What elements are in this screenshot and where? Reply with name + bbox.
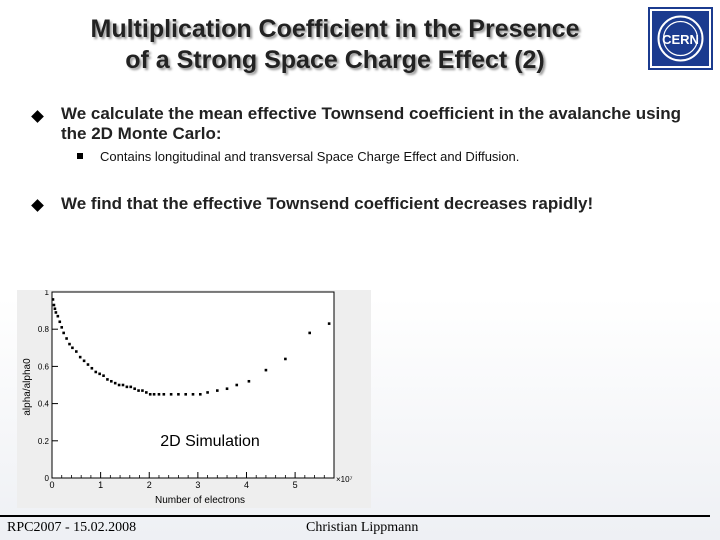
data-point	[169, 393, 173, 396]
data-point	[137, 389, 140, 392]
title-line-2: of a Strong Space Charge Effect (2)	[125, 46, 545, 74]
data-point	[56, 314, 60, 318]
x-axis-label: Number of electrons	[155, 495, 245, 506]
y-tick-label: 0	[45, 474, 50, 483]
plot-frame	[51, 291, 335, 479]
data-point	[162, 393, 166, 396]
data-point	[98, 372, 101, 376]
data-point	[102, 374, 105, 377]
sub-bullet-square-icon	[77, 153, 83, 159]
data-point	[68, 342, 71, 346]
footer-date: RPC2007 - 15.02.2008	[7, 520, 137, 535]
data-point	[133, 387, 136, 391]
y-tick-label: 0.4	[38, 400, 50, 409]
data-point	[51, 298, 55, 301]
bullet-1-text: We calculate the mean effective Townsend…	[61, 104, 682, 143]
x-tick-label: 5	[293, 480, 298, 490]
data-point	[78, 355, 82, 359]
data-point	[145, 391, 148, 394]
bullet-diamond-icon	[31, 110, 44, 123]
x-multiplier: ×10⁷	[336, 475, 353, 484]
y-tick-label: 0.8	[38, 325, 50, 334]
data-point	[177, 393, 180, 396]
data-point	[53, 307, 57, 311]
x-tick-label: 2	[147, 480, 152, 490]
x-tick-label: 3	[195, 480, 200, 490]
y-tick-label: 1	[45, 290, 50, 297]
data-point	[113, 381, 117, 385]
data-point	[264, 368, 268, 372]
x-tick-label: 1	[98, 480, 103, 490]
data-point	[54, 311, 58, 314]
footer-author: Christian Lippmann	[306, 520, 419, 535]
data-point	[129, 385, 133, 389]
slide-title: Multiplication Coefficient in the Presen…	[40, 14, 630, 76]
data-point	[247, 379, 251, 383]
y-tick-label: 0.6	[38, 362, 50, 371]
cern-logo: CERN	[647, 6, 714, 71]
x-tick-label: 4	[244, 480, 249, 490]
data-point	[106, 378, 109, 381]
data-point	[216, 389, 219, 392]
data-point	[62, 331, 65, 335]
data-point	[327, 322, 331, 325]
data-point	[121, 383, 125, 387]
data-point	[110, 379, 113, 383]
bullet-diamond-icon	[31, 199, 44, 212]
data-point	[157, 393, 161, 396]
data-point	[225, 387, 229, 391]
data-point	[117, 383, 121, 387]
data-point	[141, 389, 144, 392]
y-axis-label: alpha/alpha0	[22, 358, 33, 416]
data-point	[206, 391, 209, 394]
data-point	[90, 366, 94, 370]
footer-divider	[0, 515, 710, 517]
sub-bullet-1-text: Contains longitudinal and transversal Sp…	[100, 149, 520, 164]
data-point	[284, 357, 287, 361]
data-point	[75, 350, 78, 353]
plot-annotation: 2D Simulation	[160, 433, 260, 450]
data-point	[71, 346, 74, 350]
data-point	[191, 393, 195, 396]
y-tick-label: 0.2	[38, 437, 50, 446]
data-point	[52, 303, 56, 307]
bullet-2-text: We find that the effective Townsend coef…	[61, 194, 594, 213]
data-point	[125, 385, 129, 389]
data-point	[198, 393, 202, 396]
data-point	[152, 393, 156, 396]
title-line-1: Multiplication Coefficient in the Presen…	[90, 15, 580, 43]
data-point	[58, 320, 62, 324]
data-point	[308, 331, 311, 335]
data-point	[235, 383, 239, 387]
data-point	[94, 370, 98, 374]
logo-text: CERN	[662, 32, 699, 47]
x-tick-label: 0	[49, 480, 54, 490]
data-point	[82, 359, 86, 363]
data-point	[86, 363, 90, 366]
data-point	[184, 393, 188, 396]
data-point	[60, 326, 64, 329]
data-point	[65, 337, 68, 340]
data-point	[148, 393, 152, 396]
alpha-vs-electrons-plot: 0 0.2 0.4 0.6 0.8 1 0 1 2 3 4 5 2D Simulation Numb…	[17, 290, 371, 508]
